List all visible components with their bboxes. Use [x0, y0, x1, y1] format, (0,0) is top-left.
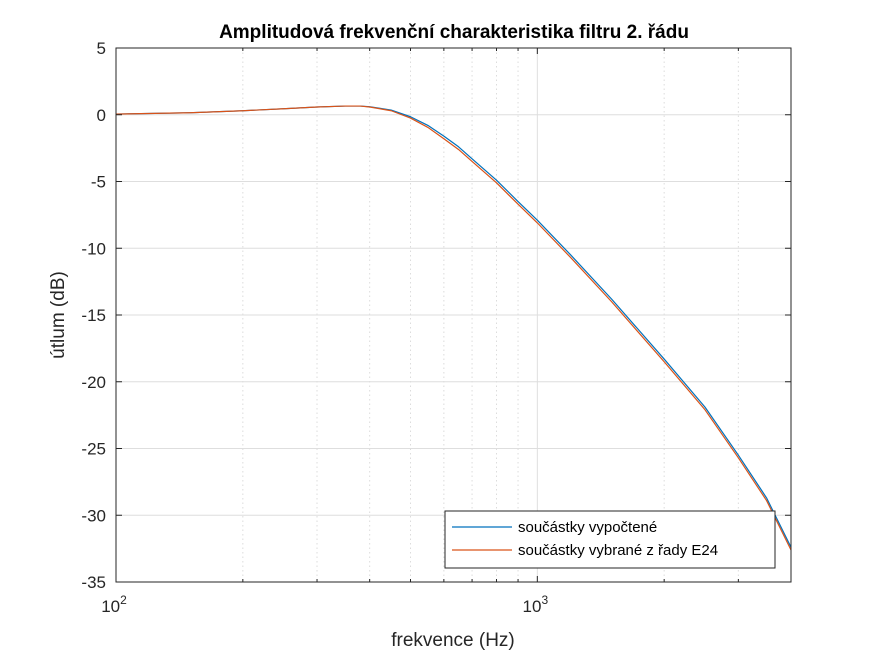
legend-label-2: součástky vybrané z řady E24 — [518, 542, 718, 559]
y-tick-labels: 5 0 -5 -10 -15 -20 -25 -30 -35 — [81, 39, 106, 592]
y-tick-label: -30 — [81, 506, 106, 525]
ticks — [115, 47, 792, 583]
series-layer — [116, 105, 791, 551]
x-tick-label: 103 — [523, 593, 549, 616]
x-tick-label: 102 — [101, 593, 127, 616]
y-axis-label: útlum (dB) — [48, 271, 69, 359]
x-axis-label: frekvence (Hz) — [391, 630, 515, 651]
chart-title: Amplitudová frekvenční charakteristika f… — [219, 22, 689, 43]
legend: součástky vypočtené součástky vybrané z ř… — [444, 510, 776, 569]
series-line-2 — [116, 105, 791, 551]
x-tick-labels: 102 103 — [101, 593, 548, 616]
legend-box — [444, 510, 776, 569]
y-tick-label: -20 — [81, 373, 106, 392]
y-tick-label: 0 — [97, 106, 106, 125]
y-tick-label: -15 — [81, 306, 106, 325]
y-tick-label: -25 — [81, 440, 106, 459]
legend-label-1: součástky vypočtené — [518, 519, 657, 536]
y-tick-label: 5 — [97, 39, 106, 58]
y-tick-label: -5 — [91, 173, 106, 192]
y-tick-label: -35 — [81, 573, 106, 592]
y-tick-label: -10 — [81, 239, 106, 258]
